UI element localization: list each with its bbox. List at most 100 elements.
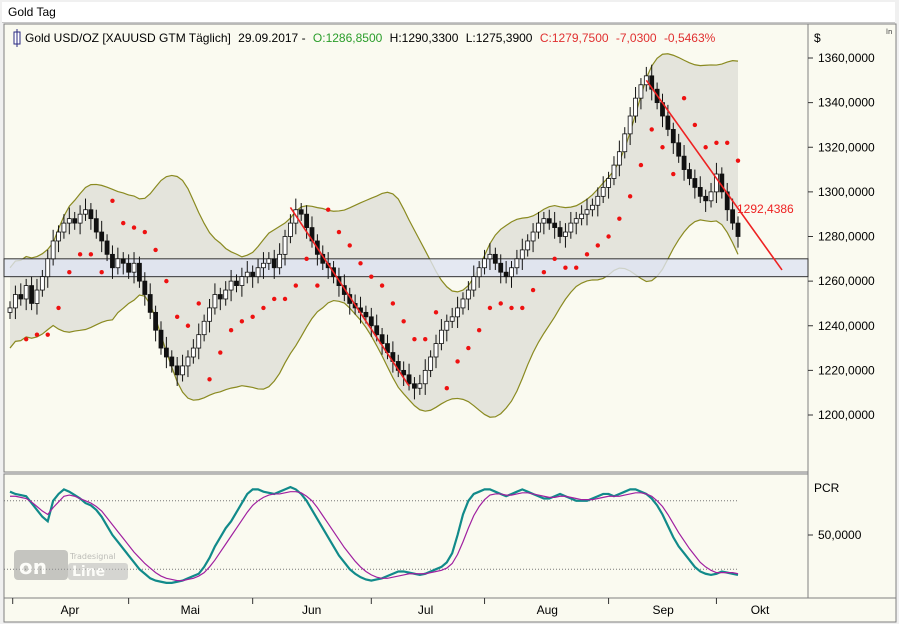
candle-body bbox=[563, 231, 568, 237]
pcr-series-line bbox=[9, 485, 739, 584]
candle-body bbox=[401, 369, 407, 376]
candle-body bbox=[212, 294, 218, 309]
scale-corner-icon[interactable]: ln bbox=[886, 28, 892, 36]
candle-body bbox=[304, 213, 309, 228]
sar-dot bbox=[228, 328, 234, 333]
y-tick-label: 1200,0000 bbox=[818, 408, 875, 422]
candle-body bbox=[514, 258, 520, 269]
candle-body bbox=[503, 271, 509, 278]
window-titlebar: Gold Tag bbox=[2, 2, 895, 23]
candle-body bbox=[444, 320, 450, 331]
candle-body bbox=[88, 209, 94, 220]
sar-dot bbox=[692, 122, 698, 128]
candle-body bbox=[363, 311, 369, 318]
candle-body bbox=[471, 276, 477, 291]
x-month-label: Jun bbox=[302, 603, 321, 617]
upper-band-line bbox=[9, 53, 739, 293]
y-tick-label: 1340,0000 bbox=[818, 96, 875, 110]
sar-dot bbox=[627, 194, 633, 199]
candle-body bbox=[239, 276, 245, 286]
sar-dot bbox=[487, 305, 493, 311]
x-axis-months: Apr Mai Jun Jul Aug Sep Okt bbox=[12, 598, 770, 617]
candle-body bbox=[266, 258, 272, 264]
x-month-label: Apr bbox=[61, 603, 80, 617]
candle-body bbox=[665, 115, 671, 130]
candle-body bbox=[638, 84, 644, 99]
sar-dot bbox=[476, 328, 482, 333]
pcr-plot-area[interactable] bbox=[3, 473, 809, 599]
x-month-label: Okt bbox=[751, 603, 770, 617]
candle-body bbox=[584, 209, 590, 215]
candle-body bbox=[552, 222, 558, 228]
candle-body bbox=[228, 280, 234, 291]
candle-body bbox=[730, 209, 736, 224]
sar-dot bbox=[88, 252, 94, 257]
candle-body bbox=[277, 253, 283, 269]
candle-body bbox=[29, 285, 34, 304]
candle-body bbox=[428, 356, 434, 371]
candle-body bbox=[697, 187, 703, 197]
trendline-jun[interactable] bbox=[289, 207, 410, 387]
candle-body bbox=[600, 187, 606, 197]
candle-body bbox=[579, 213, 585, 220]
candle-body bbox=[45, 258, 51, 278]
price-y-ticks: 1360,0000 1340,0000 1320,0000 1300,0000 1280… bbox=[808, 51, 875, 422]
sar-dot bbox=[293, 283, 299, 288]
sar-dot bbox=[218, 350, 223, 355]
y-tick-label: 1320,0000 bbox=[818, 140, 875, 154]
candle-body bbox=[174, 365, 180, 376]
sar-dot bbox=[142, 229, 148, 235]
candle-body bbox=[110, 253, 115, 269]
sar-dot bbox=[584, 252, 590, 257]
candle-body bbox=[207, 307, 212, 322]
sar-dot bbox=[207, 377, 212, 382]
candle-body bbox=[519, 249, 525, 260]
band-fill bbox=[10, 53, 738, 418]
candles bbox=[7, 64, 741, 400]
candle-body bbox=[234, 280, 239, 286]
svg-text:Tradesignal: Tradesignal bbox=[69, 552, 116, 561]
candle-body bbox=[460, 298, 466, 309]
candle-body bbox=[131, 262, 137, 273]
sar-dot bbox=[444, 386, 449, 391]
trendline-sep[interactable] bbox=[645, 79, 783, 271]
sar-dot bbox=[649, 127, 654, 132]
candle-body bbox=[724, 191, 730, 211]
currency-label: $ bbox=[814, 31, 821, 45]
sar-dot bbox=[99, 270, 104, 275]
candle-body bbox=[546, 218, 552, 224]
sar-dot bbox=[390, 301, 396, 306]
y-tick-label: 1360,0000 bbox=[818, 51, 875, 65]
candle-body bbox=[616, 151, 622, 166]
candle-body bbox=[536, 222, 541, 233]
candle-body bbox=[99, 231, 105, 242]
sar-dot bbox=[595, 243, 600, 248]
candle-body bbox=[39, 276, 45, 291]
header-change: -7,0300 bbox=[616, 31, 657, 45]
sar-dot bbox=[681, 95, 687, 101]
candle-body bbox=[374, 325, 380, 336]
y-tick-label: 1300,0000 bbox=[818, 185, 875, 199]
sar-dot bbox=[433, 310, 439, 315]
pcr-label: PCR bbox=[814, 481, 840, 495]
sar-dot bbox=[541, 270, 547, 275]
sar-dot bbox=[23, 336, 29, 342]
y-tick-label: 1280,0000 bbox=[818, 230, 875, 244]
candle-body bbox=[169, 356, 175, 367]
candle-body bbox=[368, 316, 374, 327]
candle-body bbox=[83, 209, 88, 215]
candle-body bbox=[115, 258, 121, 269]
sar-dot bbox=[77, 252, 83, 257]
sar-dot bbox=[336, 229, 342, 235]
sar-dot bbox=[735, 158, 741, 163]
candle-body bbox=[406, 374, 412, 385]
x-month-label: Sep bbox=[653, 603, 675, 617]
candle-body bbox=[180, 365, 185, 376]
header-open: O:1286,8500 bbox=[313, 31, 383, 45]
candle-body bbox=[476, 267, 482, 278]
candle-body bbox=[282, 236, 288, 255]
pcr-y-ticks: 50,0000 bbox=[808, 528, 862, 542]
candle-body bbox=[649, 75, 655, 90]
